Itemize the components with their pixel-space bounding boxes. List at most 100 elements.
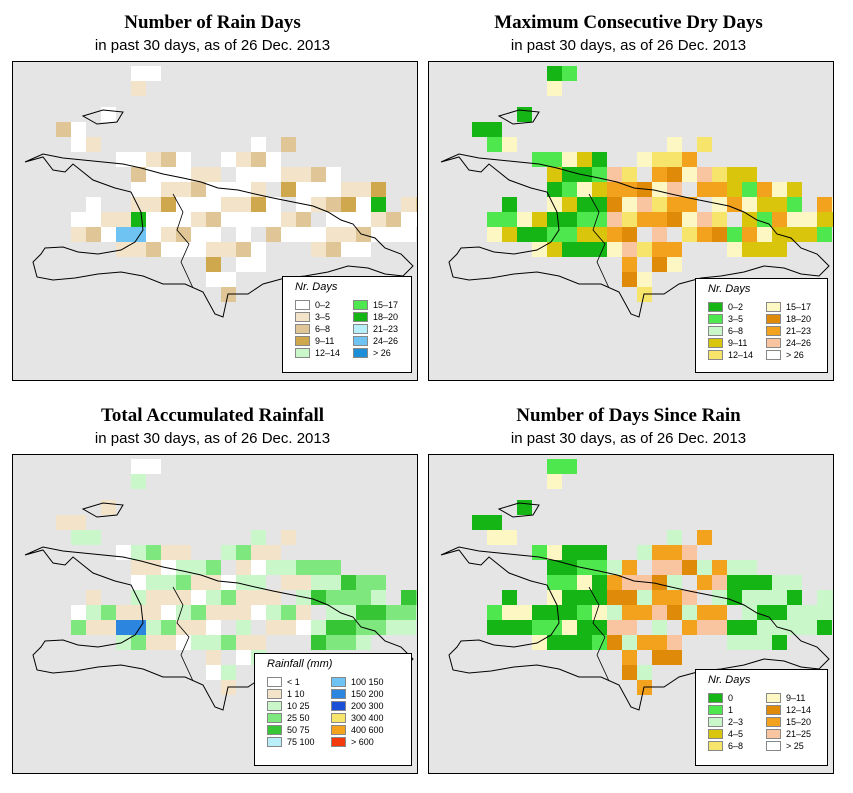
grid-cell	[787, 227, 802, 242]
map-legend: Nr. Days 0–2 3–5 6–8 9–11 12–14 15–17 18–20 21–…	[282, 276, 412, 373]
grid-cell	[487, 122, 502, 137]
grid-cell	[341, 182, 356, 197]
grid-cell	[652, 650, 667, 665]
legend-label: 12–14	[728, 349, 754, 360]
grid-cell	[326, 605, 341, 620]
grid-cell	[281, 167, 296, 182]
grid-cell	[607, 635, 622, 650]
panel-title: Maximum Consecutive Dry Days	[494, 12, 763, 33]
grid-cell	[547, 212, 562, 227]
grid-cell	[562, 620, 577, 635]
grid-cell	[817, 605, 832, 620]
grid-cell	[281, 560, 296, 575]
grid-cell	[667, 635, 682, 650]
legend-swatch	[267, 724, 282, 735]
grid-cell	[592, 212, 607, 227]
grid-cell	[296, 620, 311, 635]
panel-rain-days: Number of Rain Days in past 30 days, as …	[0, 0, 425, 390]
grid-cell	[577, 545, 592, 560]
grid-cell	[652, 182, 667, 197]
grid-cell	[131, 575, 146, 590]
coastline-path	[81, 109, 124, 125]
legend-swatch	[708, 704, 723, 715]
grid-cell	[697, 560, 712, 575]
grid-cell	[146, 66, 161, 81]
grid-cell	[176, 227, 191, 242]
grid-cell	[532, 152, 547, 167]
grid-cell	[371, 212, 386, 227]
grid-cell	[502, 605, 517, 620]
grid-cell	[191, 560, 206, 575]
grid-cell	[832, 197, 833, 212]
grid-cell	[341, 620, 356, 635]
grid-cell	[637, 212, 652, 227]
grid-cell	[161, 590, 176, 605]
grid-cell	[296, 167, 311, 182]
grid-cell	[341, 635, 356, 650]
grid-cell	[236, 242, 251, 257]
panel-subtitle: in past 30 days, as of 26 Dec. 2013	[94, 37, 331, 54]
coastline	[24, 109, 414, 318]
grid-cell	[386, 212, 401, 227]
grid-cell	[131, 635, 146, 650]
legend-entry: 200 300	[331, 700, 384, 711]
map-legend: Nr. Days 0–2 3–5 6–8 9–11 12–14 15–17 18–20 21–…	[695, 278, 828, 373]
grid-cell	[191, 575, 206, 590]
legend-entry: 21–25	[766, 728, 811, 739]
legend-entry: 150 200	[331, 688, 384, 699]
grid-cell	[607, 182, 622, 197]
grid-cell	[326, 197, 341, 212]
legend-swatch	[766, 313, 781, 324]
grid-cell	[176, 605, 191, 620]
legend-label: 1	[728, 704, 734, 715]
grid-cell	[176, 635, 191, 650]
grid-cell	[817, 590, 832, 605]
grid-cell	[667, 137, 682, 152]
grid-cell	[787, 212, 802, 227]
grid-cell	[712, 212, 727, 227]
panel-dry-days: Maximum Consecutive Dry Days in past 30 …	[416, 0, 841, 390]
grid-cell	[727, 182, 742, 197]
legend-label: 400 600	[351, 724, 384, 735]
grid-cell	[757, 182, 772, 197]
grid-cell	[296, 560, 311, 575]
grid-cell	[562, 635, 577, 650]
grid-cell	[712, 227, 727, 242]
grid-cell	[371, 227, 386, 242]
grid-cell	[311, 167, 326, 182]
legend-entry: 18–20	[766, 313, 811, 324]
grid-cell	[86, 227, 101, 242]
grid-cell	[547, 459, 562, 474]
legend-swatch	[331, 700, 346, 711]
grid-cell	[131, 590, 146, 605]
legend-label: 25 50	[287, 712, 310, 723]
grid-cell	[487, 605, 502, 620]
legend-swatch	[331, 736, 346, 747]
legend-label: 4–5	[728, 728, 744, 739]
grid-cell	[502, 590, 517, 605]
grid-cell	[116, 227, 131, 242]
grid-cell	[236, 605, 251, 620]
grid-cell	[131, 560, 146, 575]
legend-entry: 15–20	[766, 716, 811, 727]
legend-label: > 25	[786, 740, 804, 751]
grid-cell	[296, 227, 311, 242]
grid-cell	[281, 182, 296, 197]
grid-cell	[266, 620, 281, 635]
legend-label: 24–26	[373, 335, 399, 346]
grid-cell	[562, 212, 577, 227]
grid-cell	[607, 227, 622, 242]
grid-cell	[787, 590, 802, 605]
legend-label: > 26	[373, 347, 391, 358]
grid-cell	[341, 242, 356, 257]
legend-swatch	[267, 676, 282, 687]
legend-title: Nr. Days	[708, 283, 751, 295]
grid-cell	[296, 605, 311, 620]
grid-cell	[311, 635, 326, 650]
grid-cell	[757, 197, 772, 212]
grid-cell	[547, 605, 562, 620]
grid-cell	[532, 545, 547, 560]
grid-cell	[131, 242, 146, 257]
grid-cell	[787, 182, 802, 197]
grid-cell	[236, 257, 251, 272]
